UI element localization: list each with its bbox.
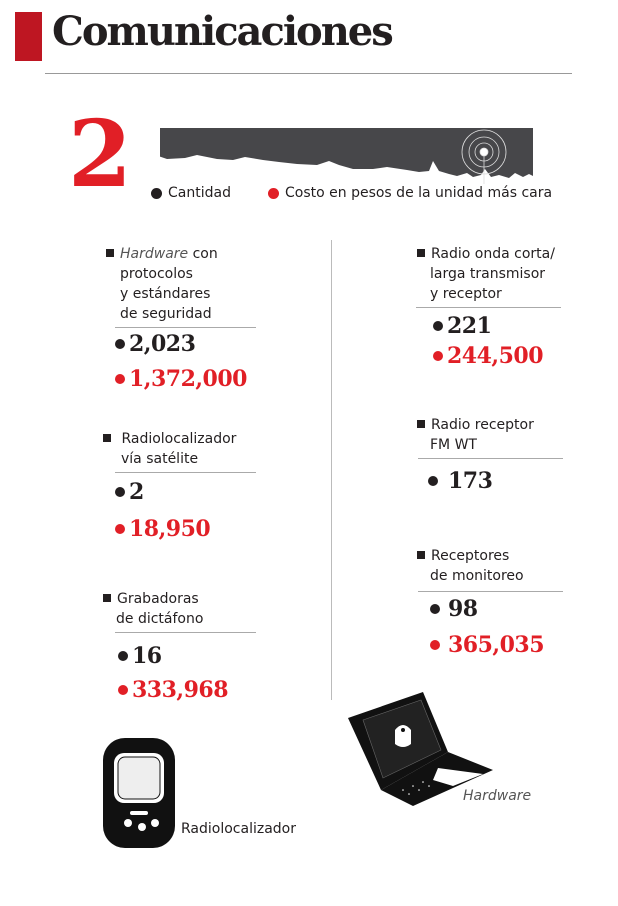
- item-pager-cost: 18,950: [115, 516, 211, 542]
- item-separator: [115, 327, 256, 328]
- item-radio-fm-quantity: 173: [428, 468, 493, 494]
- item-hardware-label: Hardware con protocolos y estándares de …: [106, 244, 256, 324]
- column-divider: [331, 240, 332, 700]
- item-hardware-quantity: 2,023: [115, 331, 196, 357]
- antenna-banner-illustration: [160, 128, 533, 184]
- legend-quantity-label: Cantidad: [168, 185, 231, 201]
- cost-dot-icon: [268, 187, 279, 199]
- quantity-dot-icon: [433, 321, 443, 331]
- item-separator: [115, 472, 256, 473]
- legend-cost-label: Costo en pesos de la unidad más cara: [285, 185, 553, 201]
- item-monitor-receivers-label: Receptores de monitoreo: [417, 546, 577, 586]
- cost-dot-icon: [433, 351, 443, 361]
- square-bullet-icon: [103, 434, 111, 442]
- banner-skyline: [160, 128, 533, 178]
- legend-cost: Costo en pesos de la unidad más cara: [268, 185, 552, 201]
- cost-dot-icon: [115, 374, 125, 384]
- square-bullet-icon: [417, 551, 425, 559]
- square-bullet-icon: [417, 249, 425, 257]
- quantity-dot-icon: [118, 651, 128, 661]
- page-title: Comunicaciones: [52, 8, 394, 55]
- cost-dot-icon: [115, 524, 125, 534]
- item-radio-fm-label: Radio receptor FM WT: [417, 415, 577, 455]
- quantity-dot-icon: [115, 339, 125, 349]
- title-divider: [45, 73, 572, 74]
- quantity-dot-icon: [115, 487, 125, 497]
- square-bullet-icon: [417, 420, 425, 428]
- laptop-caption: Hardware: [463, 788, 532, 804]
- item-recorder-label: Grabadoras de dictáfono: [103, 589, 258, 629]
- item-monitor-receivers-cost: 365,035: [430, 632, 545, 658]
- item-separator: [416, 307, 561, 308]
- item-radio-shortwave-quantity: 221: [433, 313, 492, 339]
- item-separator: [418, 591, 563, 592]
- item-hardware-cost: 1,372,000: [115, 366, 247, 392]
- item-separator: [115, 632, 256, 633]
- quantity-dot-icon: [151, 187, 162, 199]
- quantity-dot-icon: [430, 604, 440, 614]
- item-pager-label: Radiolocalizador vía satélite: [103, 429, 258, 469]
- item-pager-quantity: 2: [115, 479, 144, 505]
- square-bullet-icon: [103, 594, 111, 602]
- pager-illustration: [103, 738, 175, 848]
- item-monitor-receivers-quantity: 98: [430, 596, 478, 622]
- item-radio-shortwave-label: Radio onda corta/ larga transmisor y rec…: [417, 244, 577, 304]
- section-marker: [15, 12, 42, 61]
- item-radio-shortwave-cost: 244,500: [433, 343, 544, 369]
- radio-signal-icon: [461, 129, 507, 184]
- section-number: 2: [68, 100, 133, 208]
- cost-dot-icon: [430, 640, 440, 650]
- pager-caption: Radiolocalizador: [181, 821, 296, 837]
- square-bullet-icon: [106, 249, 114, 257]
- legend-quantity: Cantidad: [151, 185, 231, 201]
- item-separator: [418, 458, 563, 459]
- cost-dot-icon: [118, 685, 128, 695]
- item-recorder-cost: 333,968: [118, 677, 229, 703]
- laptop-illustration: [348, 692, 493, 806]
- item-recorder-quantity: 16: [118, 643, 162, 669]
- quantity-dot-icon: [428, 476, 438, 486]
